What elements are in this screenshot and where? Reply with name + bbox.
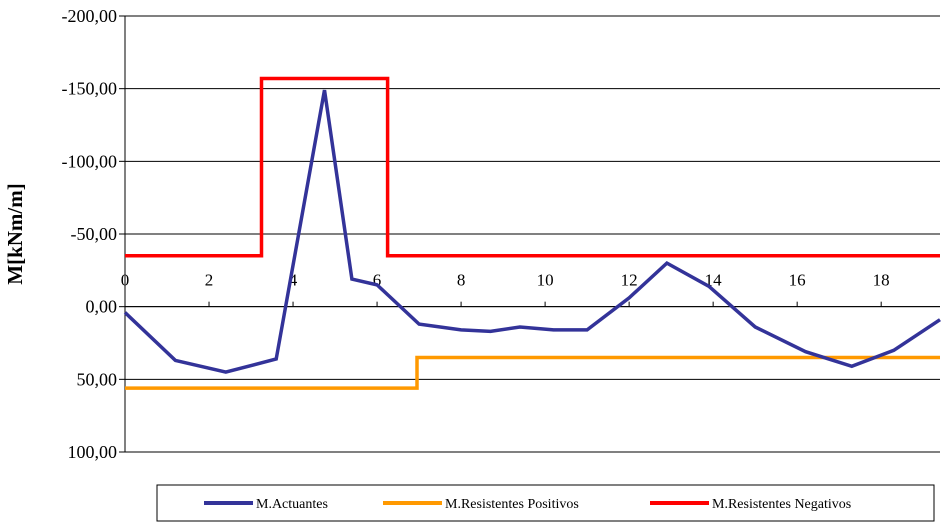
y-axis-label: M[kNm/m] [3, 183, 27, 284]
x-tick-label: 12 [621, 271, 638, 290]
y-tick-label: 50,00 [77, 369, 118, 389]
series-line-m-resistentes-positivos [125, 355, 940, 390]
series-layer [123, 76, 941, 390]
x-tick-label: 16 [789, 271, 806, 290]
x-tick-label: 6 [373, 271, 382, 290]
legend-label-m-resistentes-negativos: M.Resistentes Negativos [712, 497, 851, 512]
x-tick-label: 2 [205, 271, 214, 290]
x-tick-label: 18 [873, 271, 890, 290]
legend-box [156, 484, 935, 522]
y-tick-label: 100,00 [68, 442, 118, 462]
y-tick-label: -100,00 [62, 151, 118, 171]
legend-label-m-actuantes: M.Actuantes [256, 497, 328, 512]
x-tick-label: 8 [457, 271, 466, 290]
x-axis: 0 2 4 6 8 10 12 14 16 18 [121, 271, 940, 308]
legend-label-m-resistentes-positivos: M.Resistentes Positivos [445, 497, 579, 512]
x-tick-label: 10 [537, 271, 554, 290]
x-tick-label: 4 [289, 271, 298, 290]
legend: M.Actuantes M.Resistentes Positivos M.Resi… [156, 484, 935, 522]
y-axis: -200,00 -150,00 -100,00 -50,00 0,00 50,00 100,… [62, 6, 125, 462]
series-line-m-resistentes-negativos [125, 76, 940, 258]
y-tick-label: 0,00 [86, 297, 118, 317]
series-line-m-actuantes [123, 89, 941, 374]
y-tick-label: -200,00 [62, 6, 118, 26]
x-tick-label: 0 [121, 271, 130, 290]
y-tick-label: -150,00 [62, 79, 118, 99]
y-tick-label: -50,00 [71, 224, 118, 244]
